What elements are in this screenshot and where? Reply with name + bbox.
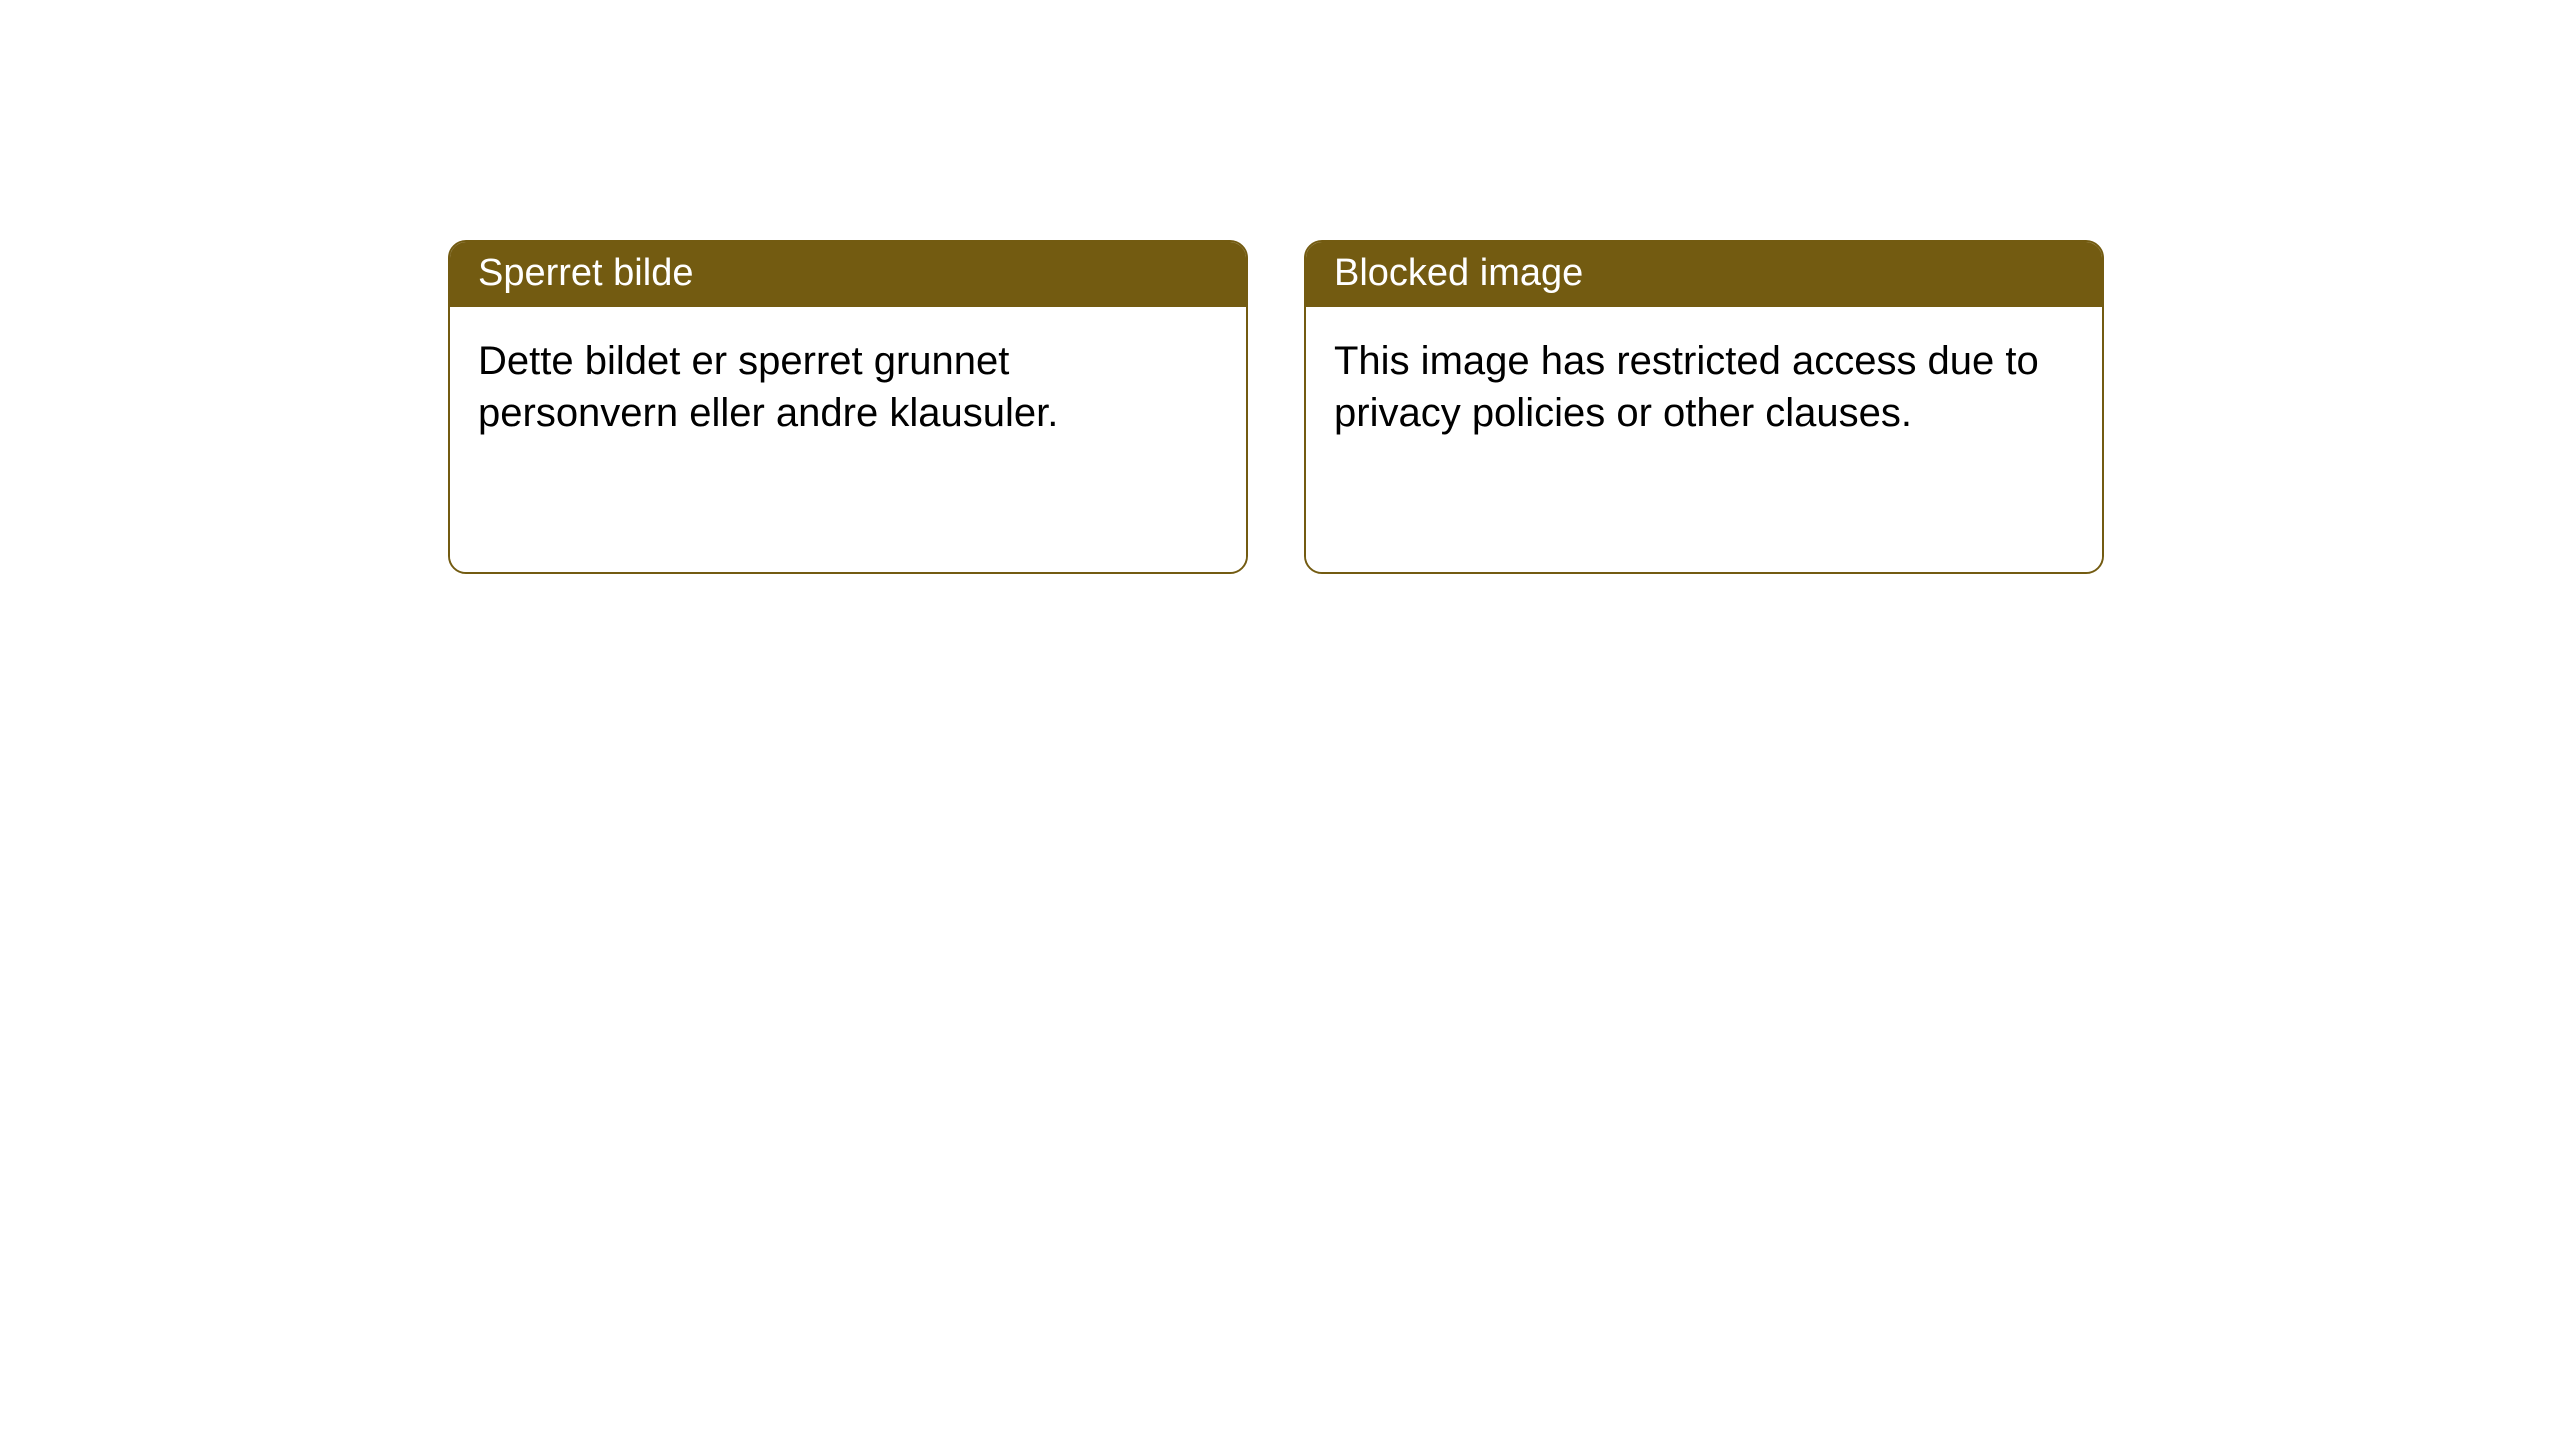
notice-body: Dette bildet er sperret grunnet personve… xyxy=(450,307,1246,572)
notice-box-norwegian: Sperret bilde Dette bildet er sperret gr… xyxy=(448,240,1248,574)
notice-container: Sperret bilde Dette bildet er sperret gr… xyxy=(0,0,2560,574)
notice-box-english: Blocked image This image has restricted … xyxy=(1304,240,2104,574)
notice-body: This image has restricted access due to … xyxy=(1306,307,2102,572)
notice-header: Blocked image xyxy=(1306,242,2102,307)
notice-header: Sperret bilde xyxy=(450,242,1246,307)
